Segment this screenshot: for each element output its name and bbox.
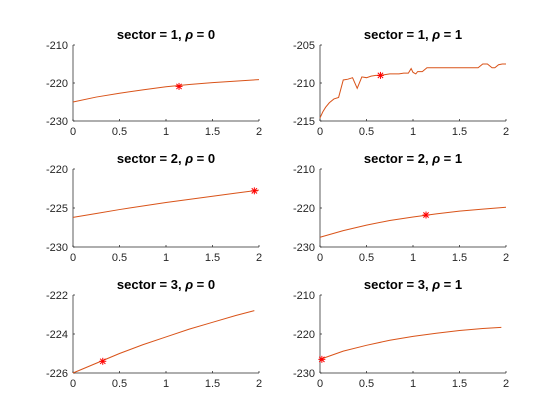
y-tick-label: -226 xyxy=(46,368,68,380)
x-tick-label: 2 xyxy=(256,252,262,264)
x-tick-label: 0 xyxy=(317,126,323,138)
subplot-4: sector = 2, ρ = 1 0 0.5 1 1.5 2 -230 -220 -210 xyxy=(293,151,509,264)
subplot-3: sector = 2, ρ = 0 0 0.5 1 1.5 2 -230 -225 -220 xyxy=(46,151,262,264)
title-text: sector = 2, xyxy=(364,151,432,166)
x-tick-label: 0.5 xyxy=(112,126,127,138)
y-tick-label: -220 xyxy=(46,78,68,90)
title-rho-symbol: ρ xyxy=(184,27,193,42)
y-tick-label: -220 xyxy=(293,203,315,215)
x-tick-label: 1.5 xyxy=(452,252,467,264)
x-tick-label: 2 xyxy=(503,378,509,390)
y-tick-label: -230 xyxy=(293,368,315,380)
y-tick-label: -222 xyxy=(46,290,68,302)
x-tick-label: 1 xyxy=(410,378,416,390)
subplot-title: sector = 1, ρ = 1 xyxy=(364,27,462,42)
optimum-star-marker xyxy=(318,355,326,363)
optimum-star-marker xyxy=(376,71,384,79)
title-text: sector = 1, xyxy=(364,27,432,42)
x-tick-label: 0 xyxy=(70,378,76,390)
x-tick-label: 1 xyxy=(163,378,169,390)
y-tick-label: -210 xyxy=(46,40,68,52)
y-tick-label: -220 xyxy=(293,329,315,341)
series-line xyxy=(319,206,507,238)
subplot-1: sector = 1, ρ = 0 0 0.5 1 1.5 2 -230 -220 -210 xyxy=(46,27,262,138)
x-tick-label: 2 xyxy=(256,126,262,138)
subplot-5: sector = 3, ρ = 0 0 0.5 1 1.5 2 -226 -224 -222 xyxy=(46,277,262,390)
x-tick-label: 2 xyxy=(503,126,509,138)
y-tick-label: -215 xyxy=(293,116,315,128)
y-tick-label: -210 xyxy=(293,164,315,176)
series-line xyxy=(72,79,260,103)
y-tick-label: -224 xyxy=(46,329,68,341)
x-tick-label: 1 xyxy=(163,126,169,138)
x-tick-label: 0.5 xyxy=(112,378,127,390)
y-tick-label: -230 xyxy=(293,242,315,254)
title-text: sector = 1, xyxy=(117,27,185,42)
x-tick-label: 1 xyxy=(410,126,416,138)
x-tick-label: 2 xyxy=(503,252,509,264)
star-stroke xyxy=(99,358,106,365)
subplot-6: sector = 3, ρ = 1 0 0.5 1 1.5 2 -230 -220 -210 xyxy=(293,277,509,390)
x-tick-label: 0.5 xyxy=(359,252,374,264)
title-rho-symbol: ρ xyxy=(184,277,193,292)
y-tick-label: -210 xyxy=(293,290,315,302)
subplot-title: sector = 1, ρ = 0 xyxy=(117,27,215,42)
x-tick-label: 0 xyxy=(70,252,76,264)
title-text: = 1 xyxy=(440,277,462,292)
star-stroke xyxy=(423,212,429,218)
subplot-title: sector = 3, ρ = 1 xyxy=(364,277,462,292)
y-tick-label: -230 xyxy=(46,242,68,254)
x-tick-label: 2 xyxy=(256,378,262,390)
star-stroke xyxy=(318,356,325,363)
star-stroke xyxy=(251,187,258,194)
x-tick-label: 0.5 xyxy=(359,378,374,390)
subplot-2: sector = 1, ρ = 1 0 0.5 1 1.5 2 -215 -210 -205 xyxy=(293,27,509,138)
x-tick-label: 1.5 xyxy=(452,378,467,390)
y-tick-label: -225 xyxy=(46,203,68,215)
subplot-title: sector = 2, ρ = 1 xyxy=(364,151,462,166)
title-rho-symbol: ρ xyxy=(431,277,440,292)
title-text: = 0 xyxy=(193,151,215,166)
subplot-title: sector = 2, ρ = 0 xyxy=(117,151,215,166)
star-stroke xyxy=(176,83,182,90)
series-line xyxy=(319,326,502,360)
x-tick-label: 1.5 xyxy=(205,378,220,390)
x-tick-label: 1.5 xyxy=(205,126,220,138)
title-text: sector = 3, xyxy=(364,277,432,292)
title-rho-symbol: ρ xyxy=(184,151,193,166)
y-tick-label: -205 xyxy=(293,40,315,52)
x-tick-label: 0 xyxy=(70,126,76,138)
series-line xyxy=(72,189,260,218)
x-tick-label: 0 xyxy=(317,252,323,264)
title-text: = 0 xyxy=(193,27,215,42)
title-rho-symbol: ρ xyxy=(431,27,440,42)
title-text: = 0 xyxy=(193,277,215,292)
y-tick-label: -220 xyxy=(46,164,68,176)
x-tick-label: 1.5 xyxy=(452,126,467,138)
x-tick-label: 1 xyxy=(163,252,169,264)
x-tick-label: 0.5 xyxy=(112,252,127,264)
title-text: = 1 xyxy=(440,151,462,166)
y-tick-label: -230 xyxy=(46,116,68,128)
title-text: = 1 xyxy=(440,27,462,42)
x-tick-label: 1 xyxy=(410,252,416,264)
optimum-star-marker xyxy=(175,82,183,90)
x-tick-label: 0 xyxy=(317,378,323,390)
optimum-star-marker xyxy=(99,357,107,365)
series-line xyxy=(319,63,506,119)
x-tick-label: 1.5 xyxy=(205,252,220,264)
y-tick-label: -210 xyxy=(293,78,315,90)
title-text: sector = 3, xyxy=(117,277,185,292)
subplot-title: sector = 3, ρ = 0 xyxy=(117,277,215,292)
title-text: sector = 2, xyxy=(117,151,185,166)
x-tick-label: 0.5 xyxy=(359,126,374,138)
star-stroke xyxy=(377,72,384,79)
title-rho-symbol: ρ xyxy=(431,151,440,166)
optimum-star-marker xyxy=(422,211,430,219)
optimum-star-marker xyxy=(250,187,258,195)
